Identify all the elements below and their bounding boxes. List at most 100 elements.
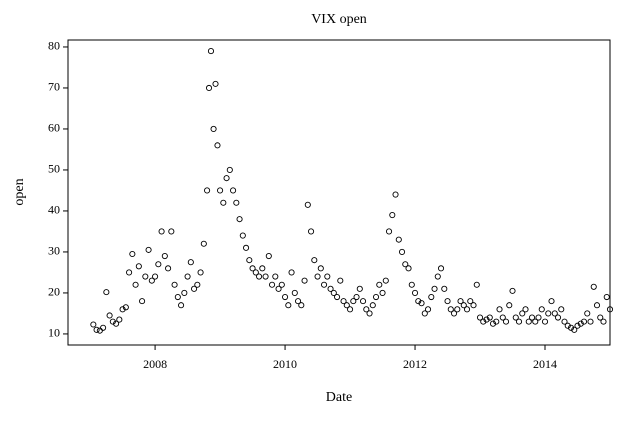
point bbox=[437, 265, 445, 272]
point bbox=[441, 285, 448, 292]
point bbox=[372, 293, 380, 301]
y-tick-label: 20 bbox=[48, 285, 60, 299]
point bbox=[356, 285, 363, 292]
y-axis-label: open bbox=[12, 178, 27, 205]
point bbox=[311, 257, 318, 264]
point bbox=[210, 125, 217, 133]
point bbox=[243, 244, 250, 251]
point bbox=[233, 199, 240, 206]
point bbox=[298, 302, 305, 309]
point bbox=[346, 306, 354, 313]
point bbox=[515, 318, 523, 325]
point bbox=[447, 306, 454, 313]
point bbox=[486, 314, 493, 321]
point bbox=[473, 281, 480, 288]
point bbox=[304, 201, 311, 208]
point bbox=[506, 302, 513, 309]
point bbox=[590, 283, 597, 290]
point bbox=[155, 261, 162, 268]
point bbox=[249, 265, 256, 272]
point bbox=[558, 306, 565, 313]
point bbox=[366, 310, 373, 317]
point bbox=[389, 211, 396, 219]
y-tick-label: 40 bbox=[48, 203, 60, 217]
point bbox=[321, 281, 328, 288]
point bbox=[577, 320, 584, 327]
point bbox=[272, 273, 279, 280]
point bbox=[93, 326, 100, 333]
point bbox=[295, 298, 302, 305]
point bbox=[502, 318, 510, 325]
point bbox=[519, 310, 526, 317]
point bbox=[324, 273, 331, 280]
point bbox=[230, 187, 237, 194]
point bbox=[421, 310, 428, 317]
point bbox=[301, 277, 308, 284]
point bbox=[116, 316, 123, 323]
y-tick-label: 30 bbox=[48, 244, 60, 258]
point bbox=[408, 281, 415, 288]
chart-title: VIX open bbox=[311, 12, 367, 27]
point bbox=[363, 306, 370, 313]
point bbox=[100, 324, 107, 331]
point bbox=[405, 265, 412, 272]
point bbox=[142, 273, 149, 280]
point bbox=[194, 281, 201, 288]
point bbox=[168, 228, 175, 235]
point bbox=[291, 289, 298, 296]
point bbox=[205, 84, 213, 92]
point bbox=[129, 250, 136, 258]
point bbox=[382, 277, 389, 284]
point bbox=[457, 298, 464, 305]
point bbox=[340, 298, 347, 305]
point bbox=[353, 293, 360, 301]
point bbox=[165, 265, 172, 272]
point bbox=[106, 312, 113, 319]
point bbox=[90, 321, 97, 328]
point bbox=[600, 318, 607, 325]
point bbox=[532, 318, 539, 325]
point bbox=[587, 318, 594, 325]
point bbox=[288, 269, 295, 276]
point bbox=[139, 298, 146, 305]
point bbox=[584, 310, 591, 317]
point bbox=[204, 187, 211, 194]
point bbox=[379, 289, 386, 296]
point bbox=[308, 228, 315, 235]
point bbox=[376, 281, 383, 288]
point bbox=[499, 314, 506, 321]
point bbox=[214, 142, 221, 149]
point bbox=[171, 281, 178, 288]
point bbox=[463, 306, 471, 313]
point bbox=[509, 287, 516, 294]
y-tick-label: 60 bbox=[48, 121, 60, 135]
point bbox=[236, 216, 243, 223]
point bbox=[217, 187, 224, 194]
point bbox=[187, 259, 194, 266]
point bbox=[191, 285, 198, 292]
point bbox=[385, 228, 393, 235]
point bbox=[285, 302, 292, 309]
point bbox=[424, 306, 432, 313]
point bbox=[265, 252, 272, 260]
point bbox=[548, 298, 555, 305]
point bbox=[603, 293, 610, 301]
point bbox=[535, 314, 542, 321]
point bbox=[109, 318, 116, 325]
point bbox=[148, 277, 155, 284]
point bbox=[522, 306, 529, 313]
point bbox=[395, 236, 402, 243]
point bbox=[359, 298, 367, 305]
point bbox=[259, 265, 266, 272]
point bbox=[343, 302, 350, 309]
point bbox=[314, 273, 321, 280]
point bbox=[350, 298, 357, 305]
x-tick-label: 2010 bbox=[273, 357, 297, 371]
point bbox=[415, 298, 422, 305]
point bbox=[525, 318, 532, 325]
point bbox=[496, 306, 503, 313]
point bbox=[197, 269, 204, 276]
point bbox=[434, 273, 441, 280]
point bbox=[103, 289, 110, 296]
